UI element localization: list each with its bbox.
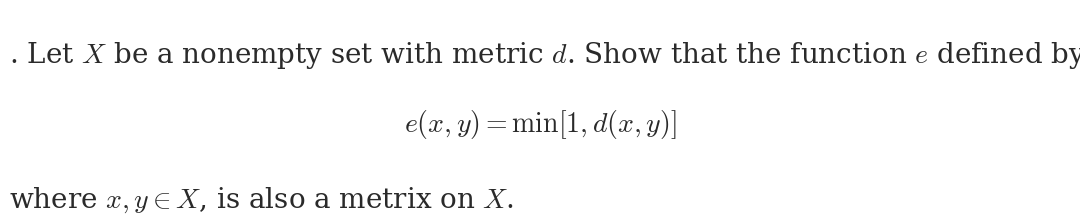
Text: $e(x, y) = \mathrm{min}[1, d(x, y)]$: $e(x, y) = \mathrm{min}[1, d(x, y)]$ — [404, 108, 676, 141]
Text: . Let $X$ be a nonempty set with metric $d$. Show that the function $e$ defined : . Let $X$ be a nonempty set with metric … — [9, 40, 1080, 71]
Text: where $x, y \in X$, is also a metrix on $X$.: where $x, y \in X$, is also a metrix on … — [9, 186, 514, 215]
